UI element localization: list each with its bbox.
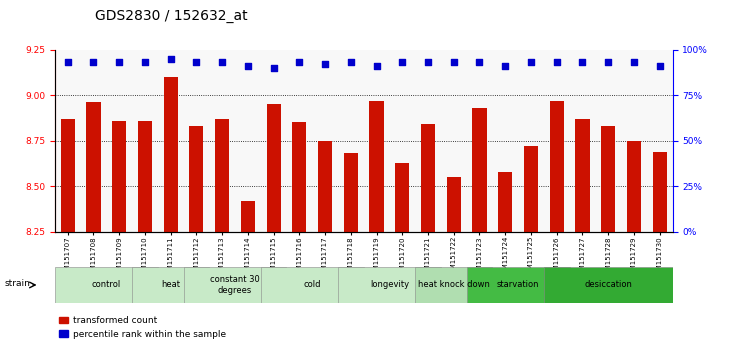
Point [551,59,563,65]
Point [628,59,640,65]
Point [654,63,665,69]
Text: heat knock down: heat knock down [418,280,490,290]
Point [164,56,176,62]
Bar [395,162,409,232]
Bar [601,126,616,232]
Text: control: control [91,280,121,290]
Bar [240,201,255,232]
Bar [550,101,564,232]
Point [88,59,99,65]
Point [113,59,125,65]
Bar [112,121,126,232]
Bar [369,101,384,232]
Point [191,59,202,65]
Bar [544,267,673,303]
Bar [138,121,152,232]
Bar [472,108,487,232]
Bar [498,172,512,232]
Text: longevity: longevity [370,280,409,290]
Point [371,63,382,69]
Point [268,65,279,71]
Text: desiccation: desiccation [584,280,632,290]
Bar [61,119,75,232]
Point [448,59,460,65]
Point [319,61,331,67]
Bar [653,152,667,232]
Bar [292,122,306,232]
Point [602,59,614,65]
Bar [183,267,287,303]
Bar [421,124,435,232]
Bar [627,141,641,232]
Bar [415,267,493,303]
Bar [132,267,209,303]
Bar [575,119,589,232]
Point [577,59,588,65]
Bar [215,119,230,232]
Bar [447,177,461,232]
Point [242,63,254,69]
Bar [338,267,441,303]
Bar [318,141,332,232]
Legend: transformed count, percentile rank within the sample: transformed count, percentile rank withi… [59,316,226,338]
Text: starvation: starvation [497,280,539,290]
Bar [261,267,363,303]
Text: GDS2830 / 152632_at: GDS2830 / 152632_at [95,9,248,23]
Point [139,59,151,65]
Point [423,59,434,65]
Bar [164,77,178,232]
Point [396,59,408,65]
Bar [189,126,203,232]
Point [474,59,485,65]
Bar [524,146,538,232]
Text: constant 30
degrees: constant 30 degrees [210,275,260,295]
Bar [267,104,281,232]
Point [216,59,228,65]
Bar [344,154,358,232]
Text: heat: heat [161,280,180,290]
Point [293,59,305,65]
Point [525,59,537,65]
Text: strain: strain [4,279,30,288]
Point [499,63,511,69]
Point [345,59,357,65]
Point [62,59,74,65]
Bar [466,267,569,303]
Bar [86,102,100,232]
Text: cold: cold [303,280,321,290]
Bar [55,267,158,303]
